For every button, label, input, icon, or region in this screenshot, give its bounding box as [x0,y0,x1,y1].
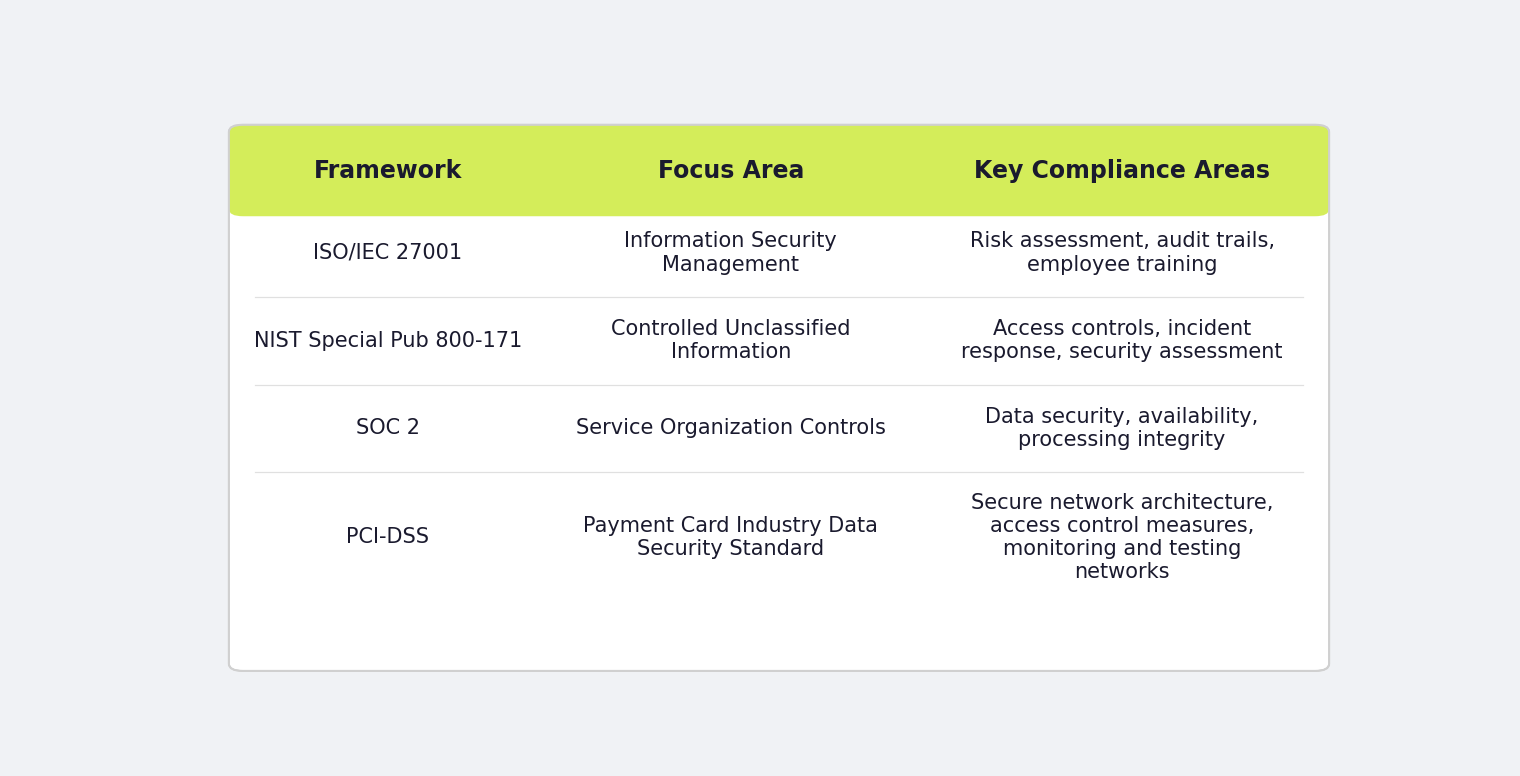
Text: Key Compliance Areas: Key Compliance Areas [974,158,1271,182]
Text: Focus Area: Focus Area [658,158,804,182]
Text: Payment Card Industry Data
Security Standard: Payment Card Industry Data Security Stan… [584,516,879,559]
Text: Access controls, incident
response, security assessment: Access controls, incident response, secu… [961,319,1283,362]
FancyBboxPatch shape [230,125,1328,217]
Text: Data security, availability,
processing integrity: Data security, availability, processing … [985,407,1259,450]
Text: Risk assessment, audit trails,
employee training: Risk assessment, audit trails, employee … [970,231,1275,275]
Text: ISO/IEC 27001: ISO/IEC 27001 [313,243,462,263]
Text: Secure network architecture,
access control measures,
monitoring and testing
net: Secure network architecture, access cont… [971,493,1274,582]
Text: Controlled Unclassified
Information: Controlled Unclassified Information [611,319,851,362]
Text: SOC 2: SOC 2 [356,418,420,438]
Text: Service Organization Controls: Service Organization Controls [576,418,886,438]
Text: Framework: Framework [313,158,462,182]
Text: Information Security
Management: Information Security Management [625,231,838,275]
FancyBboxPatch shape [230,125,1328,671]
Bar [243,175,1315,209]
Text: PCI-DSS: PCI-DSS [347,528,429,547]
Text: NIST Special Pub 800-171: NIST Special Pub 800-171 [254,331,521,351]
